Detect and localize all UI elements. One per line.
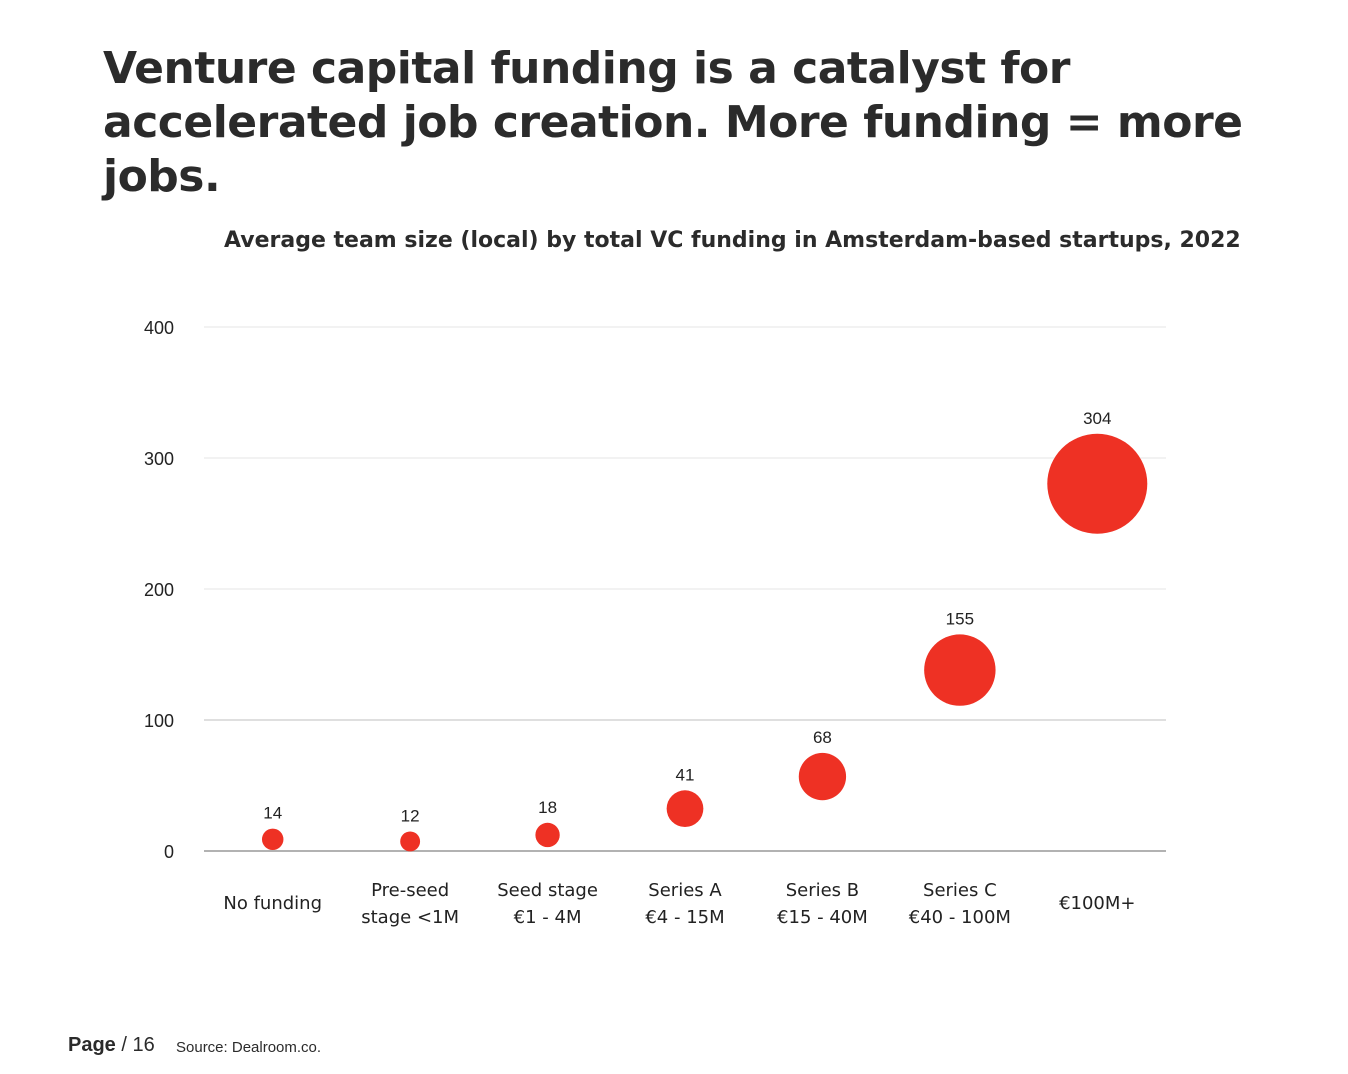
data-label: 155: [946, 609, 974, 628]
data-label: 41: [676, 765, 695, 784]
bubble-point: [666, 790, 704, 828]
y-tick-label: 100: [144, 711, 174, 731]
x-category-label: Pre-seed: [371, 880, 449, 901]
data-label: 18: [538, 798, 557, 817]
page-word: Page: [68, 1034, 116, 1056]
page-headline: Venture capital funding is a catalyst fo…: [103, 43, 1243, 202]
bubble-point: [400, 831, 421, 852]
bubble-point: [924, 634, 996, 706]
page-indicator: Page / 16: [68, 1034, 155, 1057]
x-category-label: €100M+: [1059, 893, 1135, 914]
x-category-label: Seed stage: [497, 880, 598, 901]
y-tick-label: 400: [144, 318, 174, 338]
data-label: 12: [401, 807, 420, 826]
x-category-label: No funding: [223, 893, 322, 914]
bubble-point: [261, 828, 284, 851]
x-category-label: Series A: [648, 880, 722, 901]
data-label: 68: [813, 728, 832, 747]
chart-title: Average team size (local) by total VC fu…: [224, 228, 1241, 253]
data-label: 14: [263, 804, 282, 823]
bubble-point: [535, 822, 560, 848]
x-category-label: €15 - 40M: [777, 907, 868, 928]
source-note: Source: Dealroom.co.: [176, 1039, 322, 1056]
x-category-label: €4 - 15M: [645, 907, 724, 928]
y-tick-label: 200: [144, 580, 174, 600]
x-category-label: €1 - 4M: [514, 907, 582, 928]
y-tick-label: 0: [164, 842, 174, 862]
page-number: / 16: [115, 1034, 155, 1056]
x-category-label: Series B: [786, 880, 859, 901]
y-tick-label: 300: [144, 449, 174, 469]
bubble-point: [798, 752, 847, 801]
x-category-label: €40 - 100M: [909, 907, 1011, 928]
bubble-point: [1047, 433, 1148, 534]
x-category-label: stage <1M: [361, 907, 459, 928]
data-label: 304: [1083, 409, 1111, 428]
x-category-label: Series C: [923, 880, 997, 901]
